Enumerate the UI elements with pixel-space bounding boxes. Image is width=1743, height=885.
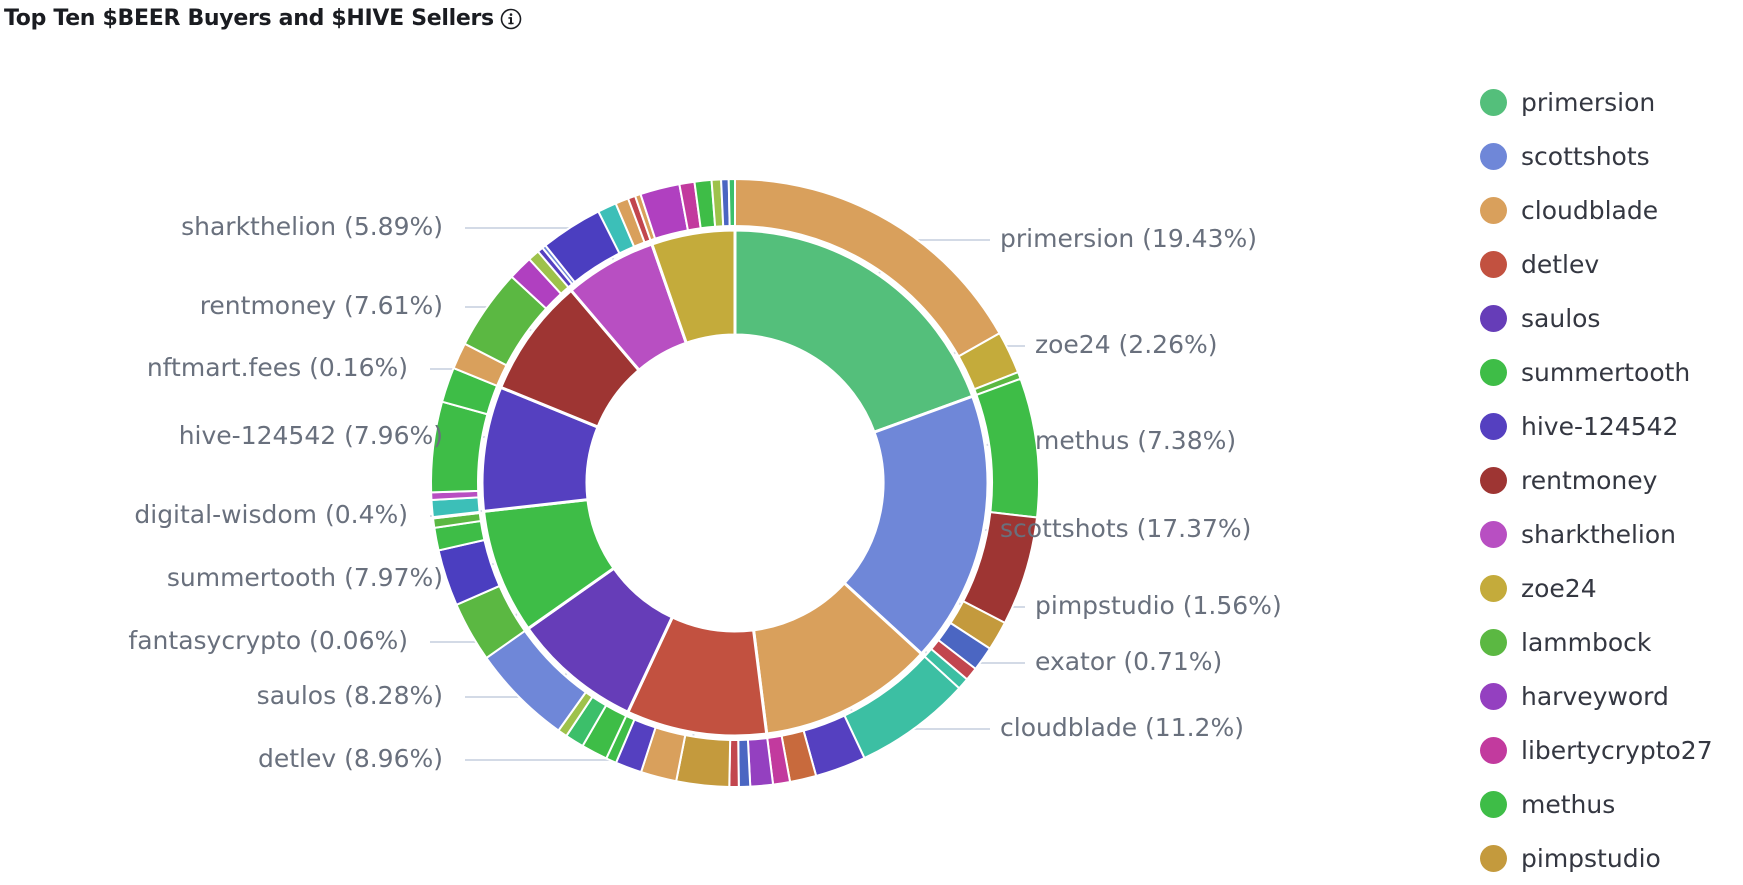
legend-swatch xyxy=(1480,358,1507,386)
chart-title: Top Ten $BEER Buyers and $HIVE Sellers xyxy=(4,6,494,31)
legend-item-zoe24[interactable]: zoe24 xyxy=(1480,561,1740,615)
legend-swatch xyxy=(1480,88,1507,116)
donut-chart: primersion (19.43%) zoe24 (2.26%) methus (… xyxy=(128,177,1282,788)
legend-item-scottshots[interactable]: scottshots xyxy=(1480,129,1740,183)
legend-item-pimpstudio[interactable]: pimpstudio xyxy=(1480,831,1740,885)
legend-swatch xyxy=(1480,142,1507,170)
callout-label: methus (7.38%) xyxy=(1035,426,1236,455)
callout-label: pimpstudio (1.56%) xyxy=(1035,591,1282,620)
legend-item-methus[interactable]: methus xyxy=(1480,777,1740,831)
legend-item-hive-124542[interactable]: hive-124542 xyxy=(1480,399,1740,453)
legend-swatch xyxy=(1480,466,1507,494)
outer-segment-detlev-14[interactable] xyxy=(737,738,752,788)
legend-label: harveyword xyxy=(1521,681,1669,711)
callout-label: exator (0.71%) xyxy=(1035,647,1222,676)
legend-item-rentmoney[interactable]: rentmoney xyxy=(1480,453,1740,507)
legend-label: methus xyxy=(1521,789,1616,819)
legend-label: rentmoney xyxy=(1521,465,1658,495)
panel-header: Top Ten $BEER Buyers and $HIVE Sellers xyxy=(4,6,522,31)
legend-swatch xyxy=(1480,682,1507,710)
callout-label: sharkthelion (5.89%) xyxy=(181,212,443,241)
legend-item-lammbock[interactable]: lammbock xyxy=(1480,615,1740,669)
info-icon[interactable] xyxy=(500,8,522,30)
callout-label: primersion (19.43%) xyxy=(1000,224,1257,253)
legend-item-saulos[interactable]: saulos xyxy=(1480,291,1740,345)
legend-item-primersion[interactable]: primersion xyxy=(1480,75,1740,129)
legend-label: cloudblade xyxy=(1521,195,1659,225)
inner-slice-primersion[interactable] xyxy=(733,228,975,435)
legend-swatch xyxy=(1480,736,1507,764)
legend-swatch xyxy=(1480,250,1507,278)
legend-label: primersion xyxy=(1521,87,1656,117)
inner-slice-zoe24[interactable] xyxy=(649,228,737,346)
legend-label: summertooth xyxy=(1521,357,1691,387)
legend-swatch xyxy=(1480,628,1507,656)
legend-swatch xyxy=(1480,304,1507,332)
legend-label: saulos xyxy=(1521,303,1601,333)
legend-swatch xyxy=(1480,412,1507,440)
legend-swatch xyxy=(1480,196,1507,224)
inner-slice-scottshots[interactable] xyxy=(842,394,990,656)
legend-swatch xyxy=(1480,520,1507,548)
callout-label: digital-wisdom (0.4%) xyxy=(134,500,408,529)
callout-label: scottshots (17.37%) xyxy=(1000,514,1251,543)
legend-swatch xyxy=(1480,844,1507,872)
legend-swatch xyxy=(1480,574,1507,602)
legend-item-cloudblade[interactable]: cloudblade xyxy=(1480,183,1740,237)
legend-label: libertycrypto27 xyxy=(1521,735,1713,765)
callout-label: summertooth (7.97%) xyxy=(167,563,443,592)
chart-legend: primersion scottshots cloudblade detlev saul… xyxy=(1480,75,1740,885)
legend-item-sharkthelion[interactable]: sharkthelion xyxy=(1480,507,1740,561)
legend-label: scottshots xyxy=(1521,141,1650,171)
callout-label: nftmart.fees (0.16%) xyxy=(147,353,408,382)
callout-label: cloudblade (11.2%) xyxy=(1000,713,1244,742)
legend-item-summertooth[interactable]: summertooth xyxy=(1480,345,1740,399)
callout-labels: primersion (19.43%) zoe24 (2.26%) methus (… xyxy=(128,212,1281,773)
outer-segment-zoe24-49[interactable] xyxy=(727,177,736,228)
callout-label: zoe24 (2.26%) xyxy=(1035,330,1217,359)
callout-label: saulos (8.28%) xyxy=(257,681,443,710)
callout-label: hive-124542 (7.96%) xyxy=(179,421,443,450)
legend-item-harveyword[interactable]: harveyword xyxy=(1480,669,1740,723)
legend-label: sharkthelion xyxy=(1521,519,1677,549)
callout-label: rentmoney (7.61%) xyxy=(200,291,443,320)
legend-item-libertycrypto27[interactable]: libertycrypto27 xyxy=(1480,723,1740,777)
legend-item-detlev[interactable]: detlev xyxy=(1480,237,1740,291)
legend-swatch xyxy=(1480,790,1507,818)
outer-ring xyxy=(430,177,1040,788)
legend-label: lammbock xyxy=(1521,627,1652,657)
legend-label: zoe24 xyxy=(1521,573,1597,603)
inner-ring xyxy=(480,228,990,738)
legend-label: hive-124542 xyxy=(1521,411,1679,441)
callout-label: fantasycrypto (0.06%) xyxy=(128,626,408,655)
callout-label: detlev (8.96%) xyxy=(258,744,443,773)
legend-label: pimpstudio xyxy=(1521,843,1661,873)
legend-label: detlev xyxy=(1521,249,1600,279)
